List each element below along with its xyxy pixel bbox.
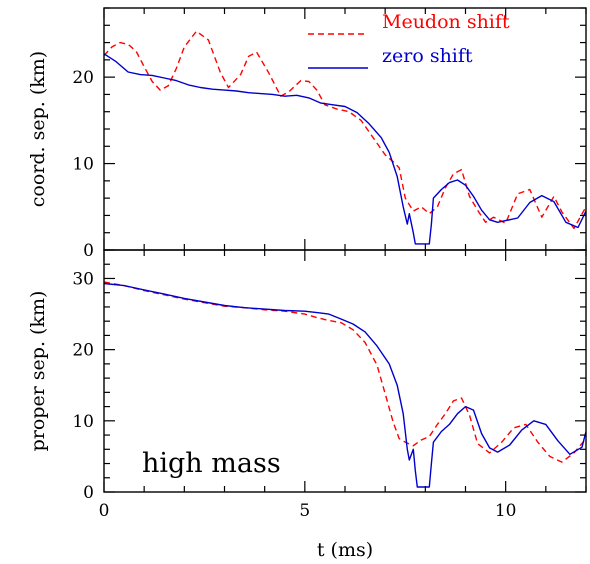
y-tick-label: 0 xyxy=(83,241,94,261)
x-tick-label: 10 xyxy=(495,501,517,521)
series-group xyxy=(104,281,586,488)
series-line-zero-shift xyxy=(104,282,586,488)
x-tick-label: 0 xyxy=(99,501,110,521)
x-axis-label: t (ms) xyxy=(317,539,373,561)
annotation-high-mass: high mass xyxy=(142,448,281,479)
series-line-meudon-shift xyxy=(104,281,586,463)
series-line-zero-shift xyxy=(104,53,586,245)
y-tick-label: 20 xyxy=(72,68,94,88)
series-group xyxy=(104,30,586,245)
legend-label: zero shift xyxy=(382,45,473,67)
legend-item: Meudon shift xyxy=(308,11,510,35)
y-tick-label: 20 xyxy=(72,341,94,361)
legend-item: zero shift xyxy=(308,45,473,69)
series-line-meudon-shift xyxy=(104,30,586,230)
y-tick-label: 0 xyxy=(83,483,94,503)
x-tick-label: 5 xyxy=(299,501,310,521)
y-tick-label: 10 xyxy=(72,412,94,432)
plot-frame xyxy=(103,7,587,251)
y-tick-label: 10 xyxy=(72,155,94,175)
bottom-panel: 0 10 20 30 0 5 10 proper sep. (km) high mass xyxy=(27,249,587,521)
y-axis-label: coord. sep. (km) xyxy=(27,51,49,207)
legend: Meudon shift zero shift xyxy=(308,11,510,69)
top-panel: 0 10 20 coord. sep. (km) Meudon shift zero sh… xyxy=(27,7,587,261)
y-axis-label: proper sep. (km) xyxy=(27,291,49,452)
y-tick-label: 30 xyxy=(72,269,94,289)
legend-label: Meudon shift xyxy=(382,11,510,33)
